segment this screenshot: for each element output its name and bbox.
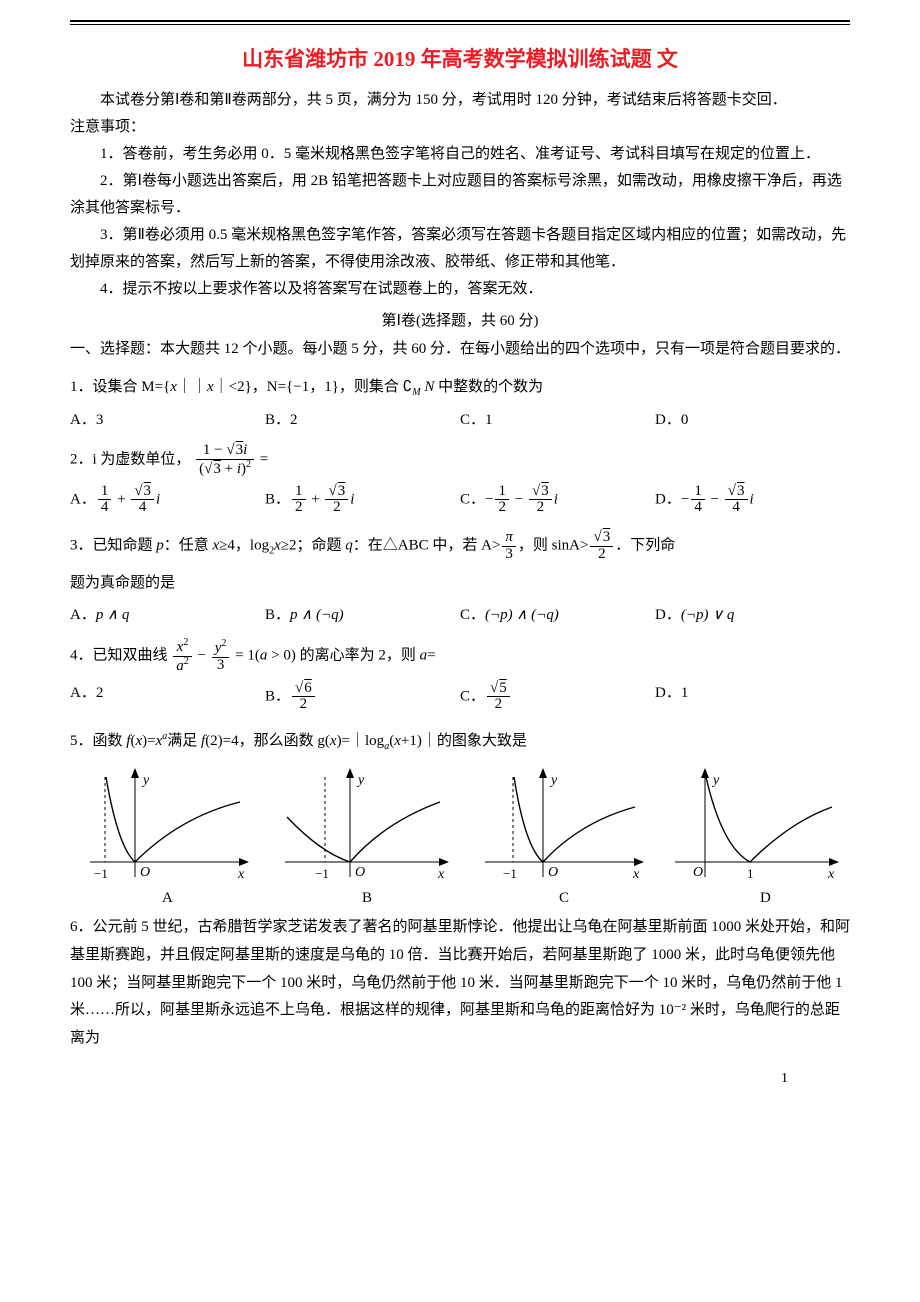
q2-optD: D．−14 − √34i bbox=[655, 484, 850, 517]
q1-optA: A．3 bbox=[70, 408, 265, 429]
q1-m1: ｜｜ bbox=[177, 379, 207, 395]
svg-text:D: D bbox=[760, 890, 771, 906]
svg-text:−1: −1 bbox=[315, 866, 329, 881]
q5-graphs: y x −1 O A y x −1 O B y bbox=[70, 762, 850, 912]
q4-optA: A．2 bbox=[70, 681, 265, 714]
page: 山东省潍坊市 2019 年高考数学模拟训练试题 文 本试卷分第Ⅰ卷和第Ⅱ卷两部分… bbox=[70, 0, 850, 1093]
q2-optC: C．−12 − √32i bbox=[460, 484, 655, 517]
intro-1: 本试卷分第Ⅰ卷和第Ⅱ卷两部分，共 5 页，满分为 150 分，考试用时 120 … bbox=[70, 87, 850, 114]
notice-4: 4．提示不按以上要求作答以及将答案写在试题卷上的，答案无效． bbox=[70, 276, 850, 303]
q3-options: A．p ∧ q B．p ∧ (¬q) C．(¬p) ∧ (¬q) D．(¬p) … bbox=[70, 603, 850, 624]
svg-text:y: y bbox=[549, 773, 558, 788]
q4-stem: 4．已知双曲线 x2a2 − y23 = 1(a > 0) 的离心率为 2，则 … bbox=[70, 638, 850, 675]
top-rule bbox=[70, 20, 850, 25]
svg-text:C: C bbox=[559, 890, 569, 906]
q3-optC: C．(¬p) ∧ (¬q) bbox=[460, 603, 655, 624]
exam-title: 山东省潍坊市 2019 年高考数学模拟训练试题 文 bbox=[70, 43, 850, 73]
svg-text:B: B bbox=[362, 890, 372, 906]
svg-text:O: O bbox=[355, 865, 365, 880]
svg-text:x: x bbox=[237, 867, 245, 882]
svg-text:x: x bbox=[437, 867, 445, 882]
q2-pre: 2．i 为虚数单位， bbox=[70, 452, 190, 468]
q3-optD: D．(¬p) ∨ q bbox=[655, 603, 850, 624]
q4-options: A．2 B．√62 C．√52 D．1 bbox=[70, 681, 850, 714]
q4-optB: B．√62 bbox=[265, 681, 460, 714]
q5-stem: 5．函数 f(x)=xa满足 f(2)=4，那么函数 g(x)=｜loga(x+… bbox=[70, 727, 850, 756]
q6-text: 6．公元前 5 世纪，古希腊哲学家芝诺发表了著名的阿基里斯悖论．他提出让乌龟在阿… bbox=[70, 914, 850, 1053]
svg-text:y: y bbox=[356, 773, 365, 788]
q2-optB: B．12 + √32i bbox=[265, 484, 460, 517]
svg-text:O: O bbox=[548, 865, 558, 880]
q3-optB: B．p ∧ (¬q) bbox=[265, 603, 460, 624]
svg-text:−1: −1 bbox=[503, 866, 517, 881]
svg-text:O: O bbox=[140, 865, 150, 880]
q1-m2: ｜<2}，N={−1，1}，则集合 ∁ bbox=[214, 379, 413, 395]
q4-optC: C．√52 bbox=[460, 681, 655, 714]
q4-optD: D．1 bbox=[655, 681, 850, 714]
notice-3: 3．第Ⅱ卷必须用 0.5 毫米规格黑色签字笔作答，答案必须写在答题卡各题目指定区… bbox=[70, 222, 850, 276]
q2-options: A．14 + √34i B．12 + √32i C．−12 − √32i D．−… bbox=[70, 484, 850, 517]
svg-text:y: y bbox=[141, 773, 150, 788]
svg-text:−1: −1 bbox=[94, 866, 108, 881]
q1-stem: 1．设集合 M={x｜｜x｜<2}，N={−1，1}，则集合 ∁M N 中整数的… bbox=[70, 373, 850, 402]
part1-header: 第Ⅰ卷(选择题，共 60 分) bbox=[70, 309, 850, 330]
svg-text:y: y bbox=[711, 773, 720, 788]
q3-optA: A．p ∧ q bbox=[70, 603, 265, 624]
q1-options: A．3 B．2 C．1 D．0 bbox=[70, 408, 850, 429]
q3-stem: 3．已知命题 p：任意 x≥4，log2x≥2；命题 q：在△ABC 中，若 A… bbox=[70, 530, 850, 563]
svg-text:x: x bbox=[632, 867, 640, 882]
svg-text:O: O bbox=[693, 865, 703, 880]
q3-stem2: 题为真命题的是 bbox=[70, 569, 850, 598]
page-number: 1 bbox=[781, 1071, 788, 1087]
svg-text:1: 1 bbox=[747, 866, 754, 881]
svg-text:A: A bbox=[162, 890, 173, 906]
notice-label: 注意事项： bbox=[70, 114, 850, 141]
q1-optB: B．2 bbox=[265, 408, 460, 429]
notice-1: 1．答卷前，考生务必用 0．5 毫米规格黑色签字笔将自己的姓名、准考证号、考试科… bbox=[70, 141, 850, 168]
q1-post: 中整数的个数为 bbox=[434, 379, 543, 395]
q2-optA: A．14 + √34i bbox=[70, 484, 265, 517]
q1-optD: D．0 bbox=[655, 408, 850, 429]
svg-text:x: x bbox=[827, 867, 835, 882]
q1-optC: C．1 bbox=[460, 408, 655, 429]
notice-2: 2．第Ⅰ卷每小题选出答案后，用 2B 铅笔把答题卡上对应题目的答案标号涂黑，如需… bbox=[70, 168, 850, 222]
q1-pre: 1．设集合 M={ bbox=[70, 379, 170, 395]
section1-intro: 一、选择题：本大题共 12 个小题。每小题 5 分，共 60 分．在每小题给出的… bbox=[70, 336, 850, 363]
q2-stem: 2．i 为虚数单位， 1 − √3i (√3 + i)2 = bbox=[70, 443, 850, 478]
